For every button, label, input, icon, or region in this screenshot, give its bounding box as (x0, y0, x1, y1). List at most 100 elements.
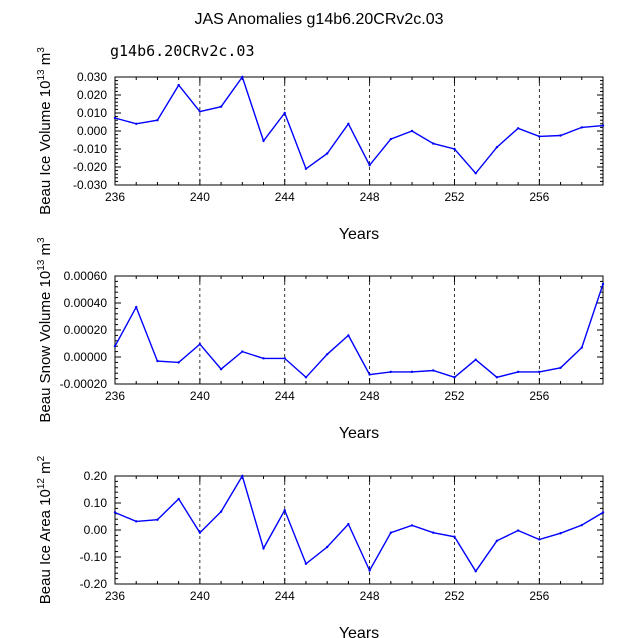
data-point (410, 370, 414, 374)
data-point (177, 83, 180, 87)
data-point (580, 523, 583, 527)
y-tick-label: 0.00 (84, 523, 108, 537)
data-point (262, 547, 265, 550)
y-tick-label: 0.010 (77, 106, 107, 120)
data-point (368, 373, 371, 376)
y-tick-label: 0.00000 (64, 350, 108, 364)
data-point (559, 366, 562, 369)
data-point (304, 376, 308, 379)
y-tick-label: -0.010 (73, 142, 107, 156)
x-axis-label: Years (339, 226, 379, 243)
data-point (601, 282, 605, 286)
data-point (241, 75, 244, 79)
data-point (538, 370, 541, 374)
data-point (453, 535, 456, 538)
data-point (219, 105, 223, 108)
x-axis-label: Years (339, 625, 379, 638)
data-point (495, 146, 499, 149)
data-point (432, 142, 435, 145)
data-point (389, 137, 393, 141)
y-axis-label: Beau Ice Volume 1013 m3 (36, 47, 54, 215)
data-point (474, 570, 477, 573)
y-tick-label: 0.00040 (64, 296, 108, 310)
panel-2: 236 240 244 248 252 256 -0.00020 0.00000 0.00020… (36, 237, 605, 442)
x-tick-label: 244 (275, 589, 295, 603)
y-tick-label: 0.000 (77, 124, 107, 138)
data-point (389, 531, 393, 534)
x-tick-label: 256 (529, 589, 549, 603)
panels: 236 240 244 248 252 256 -0.030 -0.020 -0.010 0.00… (36, 47, 605, 638)
data-point (198, 342, 202, 346)
data-point (304, 562, 308, 565)
x-tick-label: 248 (360, 589, 380, 603)
data-point (283, 111, 286, 115)
data-point (347, 334, 350, 337)
data-point (474, 172, 477, 175)
y-tick-label: 0.030 (77, 70, 107, 84)
data-point (325, 152, 329, 155)
data-point (538, 538, 541, 541)
x-tick-label: 236 (105, 389, 125, 403)
x-tick-label: 252 (444, 589, 464, 603)
y-tick-label: -0.10 (80, 550, 108, 564)
y-tick-label: 0.20 (84, 469, 108, 483)
panel-3: 236 240 244 248 252 256 -0.20 -0.10 0.00 0.10 0.20… (36, 455, 605, 638)
data-point (198, 110, 202, 113)
data-point (474, 358, 477, 361)
data-point (135, 520, 138, 523)
plot-frame (114, 475, 604, 585)
x-tick-label: 252 (444, 389, 464, 403)
x-tick-label: 244 (275, 389, 295, 403)
data-point (177, 361, 180, 364)
x-tick-label: 248 (360, 389, 380, 403)
data-point (241, 350, 244, 353)
y-axis-label: Beau Snow Volume 1013 m3 (36, 237, 54, 423)
x-tick-label: 248 (360, 190, 380, 204)
x-tick-label: 256 (529, 389, 549, 403)
data-point (113, 511, 117, 514)
panel-1: 236 240 244 248 252 256 -0.030 -0.020 -0.010 0.00… (36, 47, 605, 243)
data-point (580, 126, 583, 129)
data-point (410, 129, 414, 133)
plot-frame (114, 76, 604, 186)
x-tick-label: 240 (190, 389, 210, 403)
chart-subtitle: g14b6.20CRv2c.03 (110, 42, 255, 60)
data-point (304, 167, 308, 170)
y-tick-label: -0.030 (73, 178, 107, 192)
data-point (389, 370, 393, 374)
y-tick-label: 0.00060 (64, 269, 108, 283)
y-tick-label: 0.020 (77, 88, 107, 102)
data-point (601, 511, 605, 514)
y-tick-label: -0.20 (80, 577, 108, 591)
data-point (156, 518, 159, 521)
x-tick-label: 240 (190, 589, 210, 603)
x-tick-label: 252 (444, 190, 464, 204)
data-point (495, 539, 499, 542)
data-point (516, 127, 520, 130)
data-point (135, 305, 138, 309)
series-line (114, 283, 604, 379)
y-axis-label: Beau Ice Area 1012 m2 (36, 455, 54, 604)
data-point (283, 357, 286, 360)
data-point (516, 529, 520, 532)
data-point (156, 119, 159, 122)
data-point (262, 357, 265, 360)
data-point (580, 346, 583, 349)
data-point (325, 545, 329, 549)
data-point (113, 345, 117, 348)
data-point (516, 370, 520, 374)
data-point (241, 474, 244, 478)
data-point (283, 509, 286, 512)
x-tick-label: 236 (105, 190, 125, 204)
y-tick-label: 0.00020 (64, 323, 108, 337)
x-tick-label: 236 (105, 589, 125, 603)
x-tick-label: 244 (275, 190, 295, 204)
chart-title: JAS Anomalies g14b6.20CRv2c.03 (194, 11, 443, 28)
data-point (347, 522, 350, 526)
data-point (177, 497, 180, 501)
data-point (495, 376, 499, 379)
series-line (114, 75, 604, 175)
y-tick-label: 0.10 (84, 496, 108, 510)
y-tick-label: -0.00020 (60, 377, 108, 391)
